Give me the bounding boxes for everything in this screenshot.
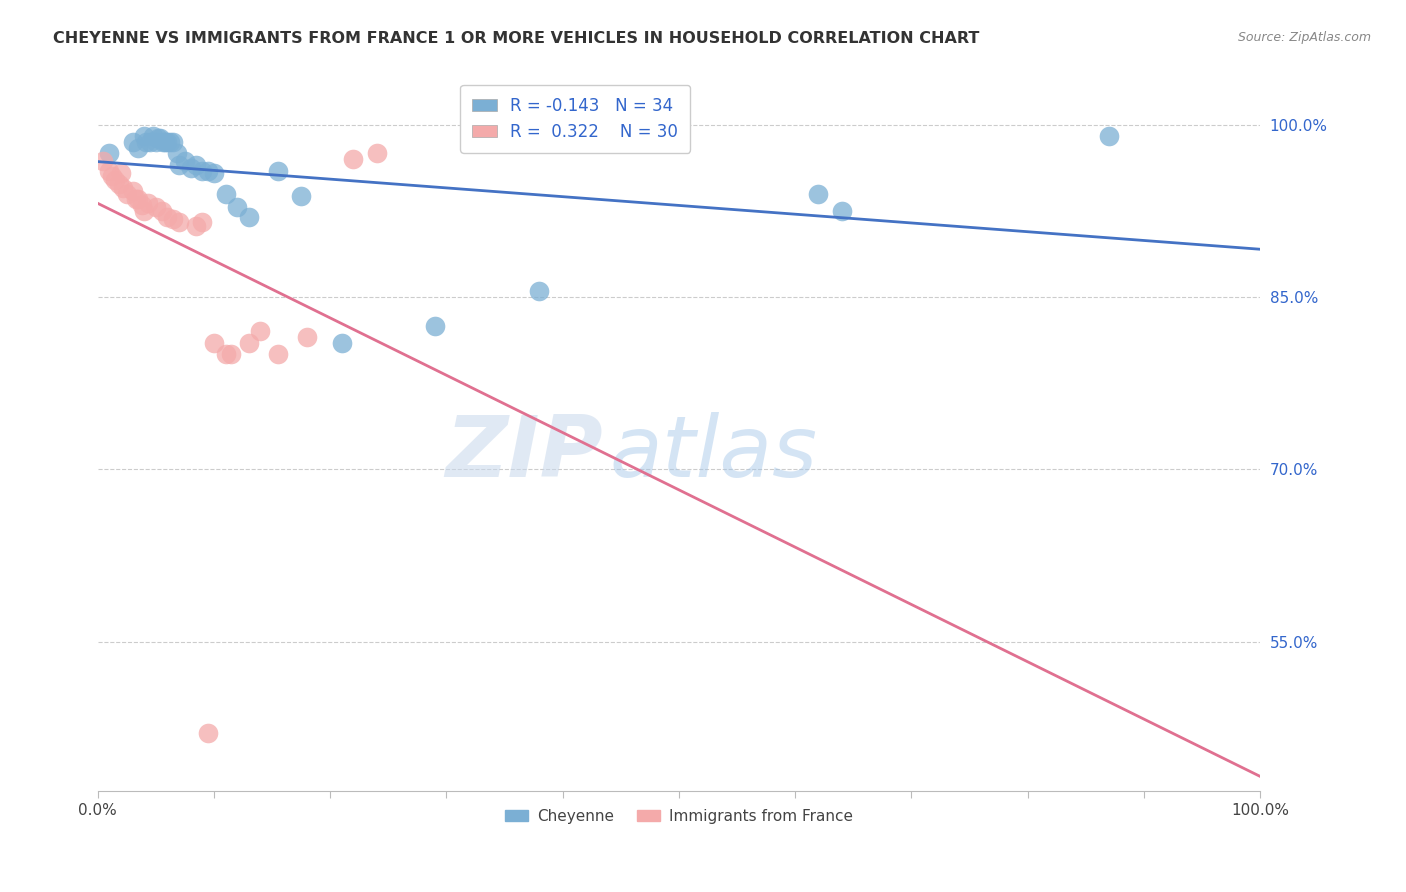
Point <box>249 325 271 339</box>
Point <box>149 131 172 145</box>
Point <box>127 141 149 155</box>
Point <box>173 154 195 169</box>
Point <box>145 135 167 149</box>
Text: ZIP: ZIP <box>446 412 603 495</box>
Point <box>162 135 184 149</box>
Point <box>121 184 143 198</box>
Point <box>342 152 364 166</box>
Point <box>186 219 208 233</box>
Point <box>112 181 135 195</box>
Point <box>98 146 121 161</box>
Point <box>135 135 157 149</box>
Point <box>142 129 165 144</box>
Point <box>197 726 219 740</box>
Point <box>191 163 214 178</box>
Point <box>166 146 188 161</box>
Legend: Cheyenne, Immigrants from France: Cheyenne, Immigrants from France <box>499 803 859 830</box>
Point <box>267 163 290 178</box>
Point <box>146 131 169 145</box>
Point <box>831 203 853 218</box>
Point <box>529 285 551 299</box>
Point <box>226 200 249 214</box>
Point <box>807 186 830 201</box>
Point <box>115 186 138 201</box>
Point <box>267 347 290 361</box>
Point <box>202 335 225 350</box>
Point <box>98 163 121 178</box>
Point <box>238 210 260 224</box>
Point <box>110 166 132 180</box>
Point <box>214 186 236 201</box>
Point <box>131 198 153 212</box>
Point <box>238 335 260 350</box>
Point <box>167 215 190 229</box>
Point <box>366 146 388 161</box>
Point <box>167 158 190 172</box>
Point <box>134 203 156 218</box>
Point <box>423 318 446 333</box>
Point <box>159 135 181 149</box>
Point <box>127 192 149 206</box>
Point <box>104 173 127 187</box>
Point <box>125 192 148 206</box>
Point <box>330 335 353 350</box>
Point <box>152 135 174 149</box>
Point <box>156 135 179 149</box>
Point <box>221 347 243 361</box>
Point <box>139 135 162 149</box>
Point <box>100 169 122 184</box>
Point <box>186 158 208 172</box>
Point <box>156 210 179 224</box>
Point <box>145 200 167 214</box>
Point <box>180 161 202 176</box>
Point <box>134 129 156 144</box>
Point <box>136 195 159 210</box>
Text: CHEYENNE VS IMMIGRANTS FROM FRANCE 1 OR MORE VEHICLES IN HOUSEHOLD CORRELATION C: CHEYENNE VS IMMIGRANTS FROM FRANCE 1 OR … <box>53 31 980 46</box>
Point <box>290 189 312 203</box>
Point <box>150 203 173 218</box>
Point <box>191 215 214 229</box>
Text: atlas: atlas <box>609 412 817 495</box>
Point <box>197 163 219 178</box>
Point <box>162 211 184 226</box>
Point <box>153 135 176 149</box>
Point <box>202 166 225 180</box>
Text: Source: ZipAtlas.com: Source: ZipAtlas.com <box>1237 31 1371 45</box>
Point <box>214 347 236 361</box>
Point <box>93 154 115 169</box>
Point <box>295 330 318 344</box>
Point <box>107 178 129 192</box>
Point <box>1098 129 1121 144</box>
Point <box>121 135 143 149</box>
